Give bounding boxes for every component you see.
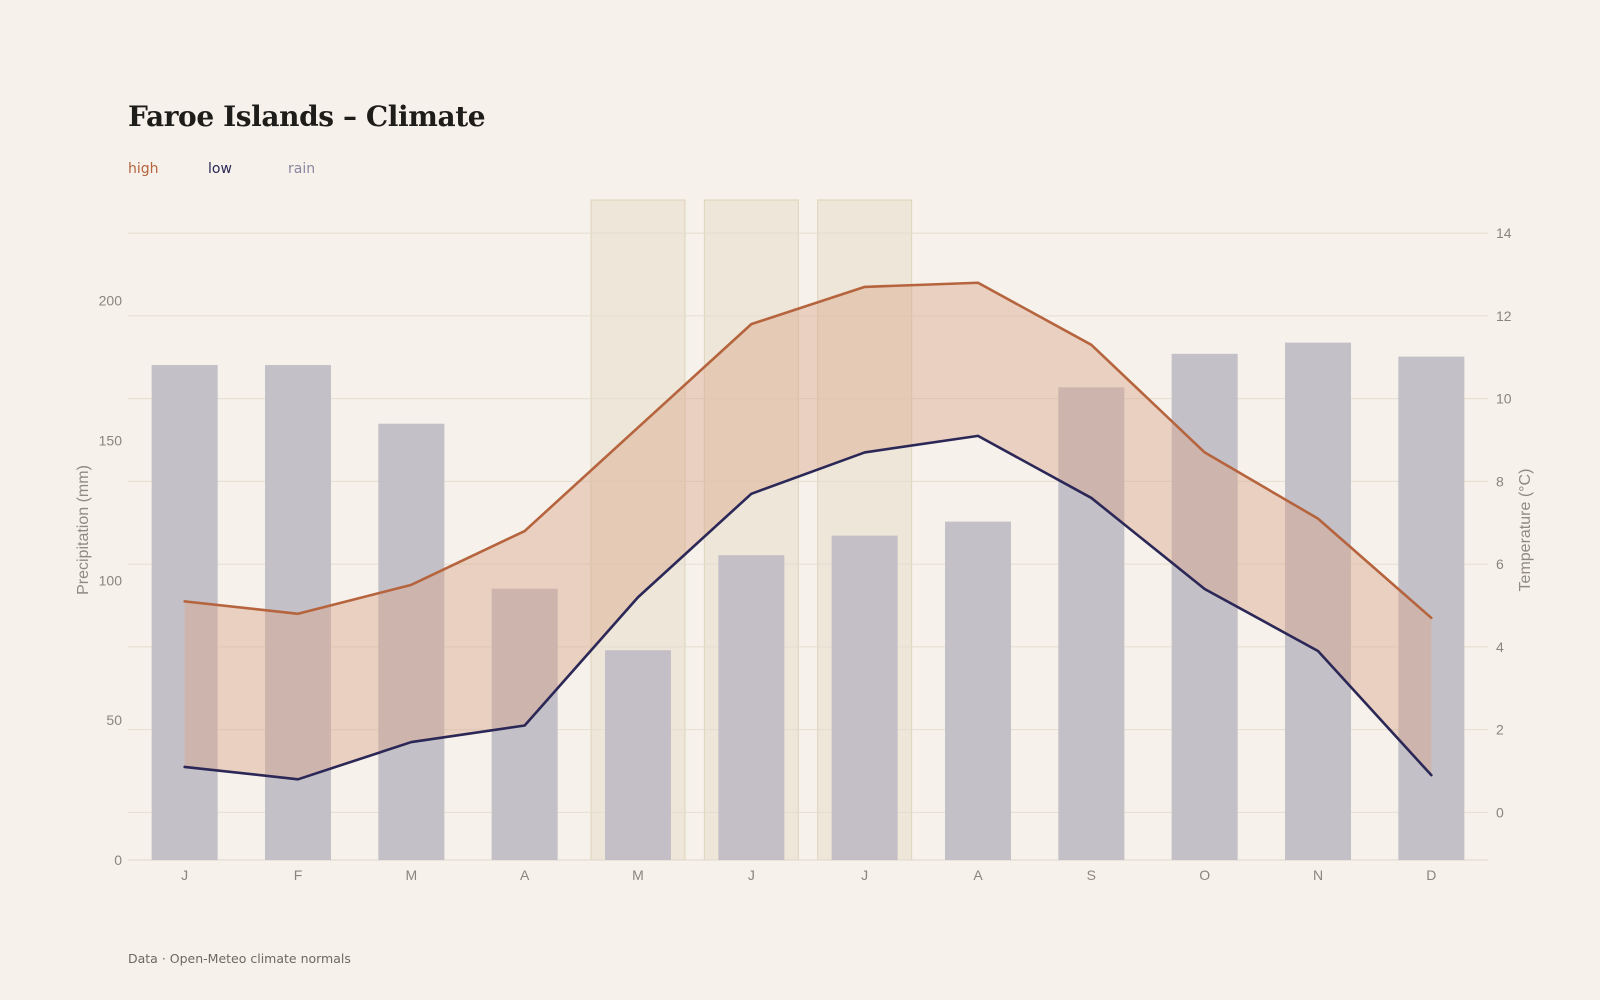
rain-bar-4: [605, 650, 671, 860]
month-label: J: [748, 867, 755, 883]
month-label: J: [861, 867, 868, 883]
rain-bar-10: [1285, 342, 1351, 861]
month-label: A: [520, 867, 530, 883]
month-label: M: [405, 867, 417, 883]
rain-bar-0: [151, 365, 218, 860]
legend-rain: rain: [288, 161, 316, 177]
month-label: J: [181, 867, 188, 883]
rain-bar-5: [718, 555, 785, 860]
right-tick-label: 12: [1496, 308, 1512, 324]
month-label: S: [1087, 867, 1096, 883]
month-label: F: [294, 867, 303, 883]
legend-high: high: [128, 161, 159, 177]
data-source-note: Data · Open-Meteo climate normals: [128, 951, 351, 966]
month-label: O: [1199, 867, 1210, 883]
low-temperature-line: [183, 434, 1433, 781]
left-tick-label: 100: [99, 572, 123, 588]
right-tick-label: 2: [1496, 722, 1504, 738]
month-label: A: [973, 867, 983, 883]
rain-bar-7: [945, 521, 1011, 860]
temperature-range-band: [184, 282, 1432, 780]
right-tick-label: 6: [1496, 556, 1504, 572]
right-axis-title: Temperature (°C): [1517, 469, 1534, 592]
right-tick-label: 8: [1496, 473, 1504, 489]
right-tick-label: 4: [1496, 639, 1504, 655]
chart-title: Faroe Islands – Climate: [128, 100, 486, 133]
rain-bar-9: [1171, 353, 1238, 860]
legend-low: low: [208, 161, 232, 177]
left-tick-label: 150: [99, 433, 123, 449]
rain-bar-2: [378, 423, 445, 860]
left-tick-label: 200: [99, 293, 123, 309]
left-axis-title: Precipitation (mm): [75, 465, 92, 595]
right-tick-label: 10: [1496, 391, 1512, 407]
left-tick-label: 0: [114, 852, 122, 868]
high-temperature-line: [183, 281, 1433, 620]
left-tick-label: 50: [106, 712, 122, 728]
right-tick-label: 0: [1496, 804, 1504, 820]
month-label: D: [1426, 867, 1436, 883]
month-label: N: [1313, 867, 1323, 883]
rain-bar-8: [1058, 387, 1125, 860]
right-tick-label: 14: [1496, 225, 1512, 241]
rain-bar-6: [831, 535, 898, 860]
month-label: M: [632, 867, 644, 883]
